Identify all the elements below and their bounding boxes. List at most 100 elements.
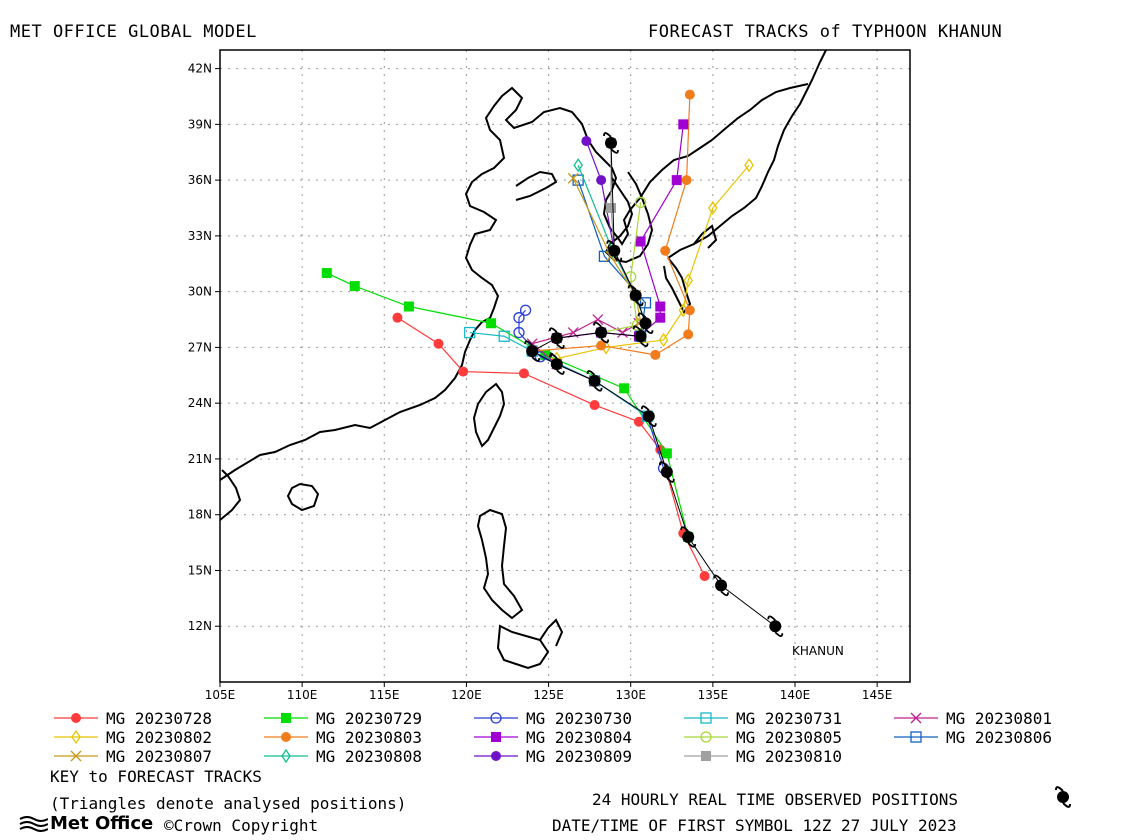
typhoon-symbol-icon — [658, 461, 675, 483]
track-point — [633, 416, 644, 427]
legend-swatch — [264, 732, 308, 742]
track-point — [498, 330, 510, 342]
track-point — [635, 236, 646, 247]
x-tick-label: 125E — [533, 688, 564, 700]
forecast-track-line — [572, 177, 642, 322]
y-tick-label: 36N — [188, 173, 212, 187]
forecast-track-line — [556, 164, 750, 360]
typhoon-symbol-icon — [767, 615, 784, 637]
track-point — [700, 712, 712, 724]
track-point — [458, 366, 469, 377]
key-note: (Triangles denote analysed positions) — [50, 794, 407, 813]
track-point — [321, 268, 332, 279]
track-point — [678, 119, 689, 130]
forecast-tracks — [321, 89, 754, 582]
track-point — [700, 731, 712, 743]
typhoon-symbol-icon — [632, 325, 649, 348]
track-point — [598, 250, 611, 262]
copyright-text: ©Crown Copyright — [164, 816, 319, 835]
legend-item: MG 20230729 — [260, 708, 422, 728]
track-point — [910, 731, 922, 743]
legend-item: MG 20230803 — [260, 728, 422, 747]
track-point — [589, 400, 600, 411]
legend-item: MG 20230801 — [890, 709, 1052, 728]
legend-item: MG 20230728 — [50, 708, 212, 728]
legend-swatch — [684, 731, 728, 743]
legend-label: MG 20230806 — [946, 727, 1052, 747]
legend-label: MG 20230730 — [526, 708, 632, 728]
track-point — [671, 175, 682, 186]
legend-label: MG 20230810 — [736, 746, 842, 766]
typhoon-symbol-icon — [548, 353, 565, 375]
legend-label: MG 20230807 — [106, 746, 212, 766]
track-point — [606, 203, 616, 213]
y-tick-label: 33N — [188, 229, 212, 243]
legend-swatch — [54, 750, 98, 762]
x-tick-label: 105E — [205, 688, 236, 700]
track-point — [281, 748, 291, 764]
track-point — [581, 136, 592, 147]
track-point — [573, 158, 583, 173]
track-point — [683, 329, 694, 340]
typhoon-symbol-icon — [680, 526, 697, 548]
legend-item: MG 20230805 — [680, 728, 842, 747]
track-point — [464, 326, 476, 339]
legend-label: MG 20230804 — [526, 727, 632, 747]
legend-swatch — [894, 731, 938, 743]
map-grid — [219, 50, 910, 682]
legend-item: MG 20230810 — [680, 746, 842, 766]
track-point — [684, 89, 695, 100]
track-point — [701, 751, 711, 761]
legend-item: MG 20230731 — [680, 709, 842, 728]
met-office-wave-icon — [19, 815, 48, 832]
track-point — [572, 174, 584, 186]
first-symbol-datetime: DATE/TIME OF FIRST SYMBOL 12Z 27 JULY 20… — [552, 816, 957, 835]
track-point — [491, 732, 501, 742]
y-tick-label: 21N — [188, 452, 212, 466]
track-point — [71, 713, 81, 723]
legend-label: MG 20230729 — [316, 708, 422, 728]
typhoon-symbol-icon — [637, 312, 654, 335]
y-tick-label: 39N — [188, 117, 212, 131]
track-point — [655, 312, 666, 323]
legend-item: MG 20230730 — [470, 708, 632, 728]
observed-track-line — [531, 142, 776, 627]
y-tick-label: 30N — [188, 285, 212, 299]
typhoon-symbol-icon — [627, 284, 644, 307]
track-point — [650, 349, 661, 360]
key-title: KEY to FORECAST TRACKS — [50, 767, 262, 786]
track-point — [513, 326, 525, 339]
forecast-track-line — [326, 272, 689, 538]
y-tick-label: 27N — [188, 340, 212, 354]
legend-label: MG 20230809 — [526, 746, 632, 766]
track-point — [281, 732, 291, 742]
track-point — [71, 729, 81, 745]
y-tick-label: 18N — [188, 508, 212, 522]
x-tick-label: 135E — [698, 688, 729, 700]
typhoon-symbol-icon — [606, 239, 623, 262]
track-point — [655, 301, 666, 312]
legend-swatch — [264, 748, 308, 764]
track-point — [681, 175, 692, 186]
track-point — [660, 245, 671, 256]
track-point — [281, 713, 291, 723]
track-point — [486, 318, 497, 329]
legend-item: MG 20230809 — [470, 746, 632, 766]
legend-swatch — [474, 751, 518, 761]
track-point — [596, 175, 607, 186]
typhoon-symbol-icon — [640, 405, 657, 427]
forecast-track-map: 105E 110E 115E 120E 125E 130E 135E 140E 145E 42N 3… — [188, 49, 911, 700]
legend-label: MG 20230728 — [106, 708, 212, 728]
brand-name: Met Office — [50, 813, 154, 834]
y-tick-label: 42N — [188, 62, 212, 76]
track-point — [708, 200, 718, 216]
track-point — [661, 448, 672, 459]
track-point — [518, 368, 529, 379]
typhoon-symbol-icon — [1055, 786, 1071, 808]
typhoon-symbol-icon — [603, 132, 619, 154]
y-tick-label: 24N — [188, 396, 212, 410]
x-tick-label: 140E — [780, 688, 811, 700]
track-point — [349, 281, 360, 292]
track-point — [619, 383, 630, 394]
y-tick-label: 12N — [188, 619, 212, 633]
